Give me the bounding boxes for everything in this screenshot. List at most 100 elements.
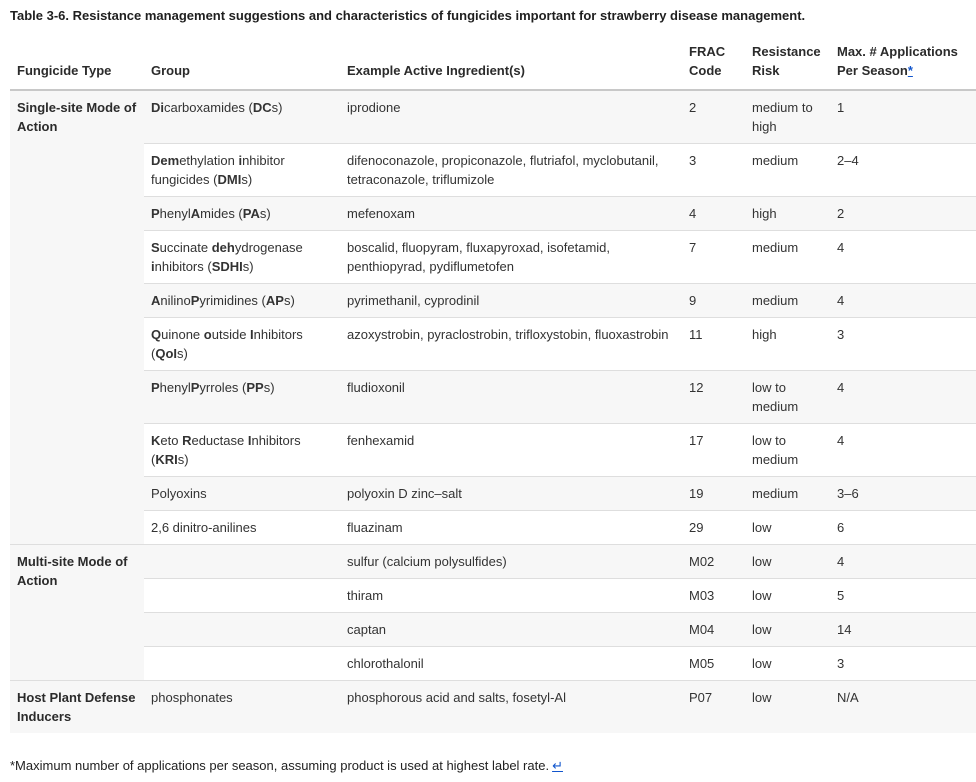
cell-group: PhenylPyrroles (PPs) [144,370,340,424]
table-row: Keto Reductase Inhibitors (KRIs) fenhexa… [10,423,976,477]
cell-frac-code: M03 [682,578,745,613]
footnote-asterisk-link[interactable]: * [907,63,913,78]
cell-resistance-risk: medium [745,143,830,197]
cell-max-applications: N/A [830,680,976,733]
cell-group: phosphonates [144,680,340,733]
cell-frac-code: 2 [682,90,745,144]
cell-max-applications: 4 [830,230,976,284]
cell-ingredients: difenoconazole, propiconazole, flutriafo… [340,143,682,197]
page-title: Table 3-6. Resistance management suggest… [10,8,806,23]
table-row: captan M04 low 14 [10,612,976,647]
cell-frac-code: M05 [682,646,745,681]
max-applications-label: Max. # Applications Per Season [837,44,958,78]
cell-frac-code: P07 [682,680,745,733]
cell-max-applications: 3 [830,317,976,371]
cell-max-applications: 14 [830,612,976,647]
table-row: Quinone outside Inhibitors (QoIs) azoxys… [10,317,976,371]
cell-frac-code: 3 [682,143,745,197]
cell-ingredients: fluazinam [340,510,682,545]
cell-fungicide-type: Single-site Mode of Action [10,90,144,545]
col-header-group: Group [144,40,340,91]
cell-resistance-risk: high [745,317,830,371]
cell-group [144,578,340,613]
cell-ingredients: fenhexamid [340,423,682,477]
cell-max-applications: 4 [830,423,976,477]
col-header-frac-code: FRAC Code [682,40,745,91]
cell-max-applications: 2–4 [830,143,976,197]
cell-frac-code: 7 [682,230,745,284]
cell-max-applications: 3 [830,646,976,681]
cell-frac-code: M02 [682,544,745,579]
cell-resistance-risk: low [745,646,830,681]
cell-ingredients: iprodione [340,90,682,144]
cell-ingredients: phosphorous acid and salts, fosetyl-Al [340,680,682,733]
cell-ingredients: fludioxonil [340,370,682,424]
cell-group: AnilinoPyrimidines (APs) [144,283,340,318]
cell-group: Succinate dehydrogenase inhibitors (SDHI… [144,230,340,284]
cell-fungicide-type: Host Plant Defense Inducers [10,680,144,733]
table-row: Single-site Mode of Action Dicarboxamide… [10,90,976,545]
table-row: Succinate dehydrogenase inhibitors (SDHI… [10,230,976,284]
cell-frac-code: 4 [682,196,745,231]
cell-group: PhenylAmides (PAs) [144,196,340,231]
table-row: chlorothalonil M05 low 3 [10,646,976,681]
cell-max-applications: 4 [830,370,976,424]
cell-ingredients: sulfur (calcium polysulfides) [340,544,682,579]
cell-ingredients: mefenoxam [340,196,682,231]
cell-resistance-risk: medium [745,230,830,284]
footnote-return-link[interactable]: ↵ [552,758,563,773]
table-row: thiram M03 low 5 [10,578,976,613]
cell-frac-code: 19 [682,476,745,511]
table-row: AnilinoPyrimidines (APs) pyrimethanil, c… [10,283,976,318]
cell-fungicide-type: Multi-site Mode of Action [10,544,144,681]
cell-group: Dicarboxamides (DCs) [144,90,340,144]
cell-group: Keto Reductase Inhibitors (KRIs) [144,423,340,477]
table-row: Multi-site Mode of Action sulfur (calciu… [10,544,976,681]
cell-frac-code: 12 [682,370,745,424]
cell-ingredients: thiram [340,578,682,613]
cell-resistance-risk: low [745,544,830,579]
fungicide-table: Fungicide Type Group Example Active Ingr… [10,40,976,733]
col-header-fungicide-type: Fungicide Type [10,40,144,91]
cell-resistance-risk: low [745,578,830,613]
cell-group: 2,6 dinitro-anilines [144,510,340,545]
header-row: Fungicide Type Group Example Active Ingr… [10,40,976,91]
cell-frac-code: 17 [682,423,745,477]
table-row: 2,6 dinitro-anilines fluazinam 29 low 6 [10,510,976,545]
col-header-ingredients: Example Active Ingredient(s) [340,40,682,91]
cell-frac-code: 9 [682,283,745,318]
cell-max-applications: 6 [830,510,976,545]
table-row: Host Plant Defense Inducers phosphonates… [10,680,976,733]
cell-ingredients: polyoxin D zinc–salt [340,476,682,511]
col-header-max-applications: Max. # Applications Per Season* [830,40,976,91]
cell-max-applications: 2 [830,196,976,231]
cell-ingredients: azoxystrobin, pyraclostrobin, trifloxyst… [340,317,682,371]
table-row: Demethylation inhibitor fungicides (DMIs… [10,143,976,197]
col-header-resistance-risk: Resistance Risk [745,40,830,91]
cell-resistance-risk: low [745,510,830,545]
cell-frac-code: M04 [682,612,745,647]
cell-resistance-risk: low to medium [745,370,830,424]
cell-ingredients: captan [340,612,682,647]
cell-max-applications: 1 [830,90,976,144]
table-row: PhenylAmides (PAs) mefenoxam 4 high 2 [10,196,976,231]
cell-ingredients: boscalid, fluopyram, fluxapyroxad, isofe… [340,230,682,284]
table-row: PhenylPyrroles (PPs) fludioxonil 12 low … [10,370,976,424]
cell-group [144,612,340,647]
cell-resistance-risk: medium [745,476,830,511]
table-row: Polyoxins polyoxin D zinc–salt 19 medium… [10,476,976,511]
cell-ingredients: chlorothalonil [340,646,682,681]
cell-group: Polyoxins [144,476,340,511]
cell-max-applications: 4 [830,544,976,579]
cell-group [144,544,340,579]
cell-frac-code: 29 [682,510,745,545]
footnote: *Maximum number of applications per seas… [10,758,976,774]
cell-max-applications: 4 [830,283,976,318]
cell-resistance-risk: medium [745,283,830,318]
cell-max-applications: 5 [830,578,976,613]
cell-max-applications: 3–6 [830,476,976,511]
cell-group [144,646,340,681]
cell-frac-code: 11 [682,317,745,371]
cell-resistance-risk: medium to high [745,90,830,144]
footnote-text: *Maximum number of applications per seas… [10,758,550,773]
